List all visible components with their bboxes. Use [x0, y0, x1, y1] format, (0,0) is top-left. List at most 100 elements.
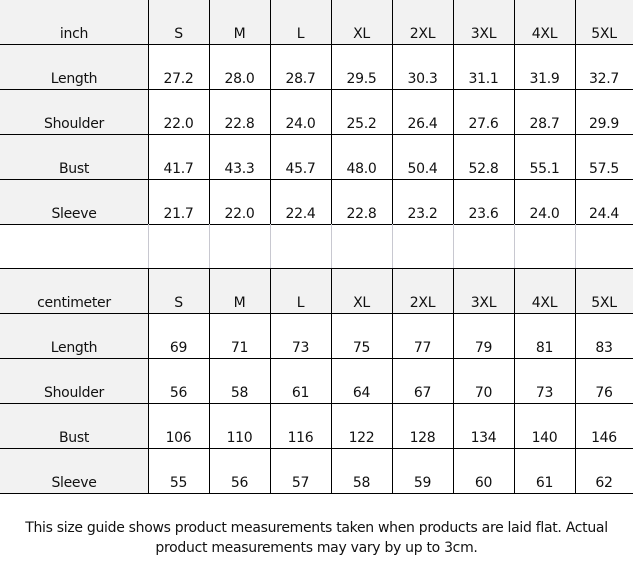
measurement-cell: 22.4 — [285, 206, 316, 222]
grid-line — [514, 0, 515, 225]
measurement-cell: 69 — [169, 340, 188, 356]
row-label-bust: Bust — [0, 404, 148, 449]
measurement-cell: 22.8 — [224, 116, 255, 132]
row-label-sleeve: Sleeve — [0, 180, 148, 225]
grid-line — [0, 268, 633, 269]
grid-line — [270, 224, 271, 269]
measurement-cell: 79 — [474, 340, 493, 356]
measurement-cell: 75 — [352, 340, 371, 356]
grid-line — [331, 224, 332, 269]
grid-line — [209, 269, 210, 494]
measurement-cell: 24.4 — [589, 206, 619, 222]
grid-line — [148, 0, 149, 225]
grid-line — [0, 134, 633, 135]
grid-line — [392, 269, 393, 494]
measurement-cell: 43.3 — [224, 161, 255, 177]
measurement-cell: 128 — [409, 430, 436, 446]
size-header-l: L — [270, 0, 331, 45]
measurement-cell: 56 — [230, 475, 249, 491]
measurement-cell: 134 — [470, 430, 497, 446]
size-header-3xl: 3XL — [453, 269, 514, 314]
grid-line — [0, 179, 633, 180]
measurement-cell: 61 — [291, 385, 310, 401]
measurement-cell: 71 — [230, 340, 249, 356]
measurement-cell: 70 — [474, 385, 493, 401]
measurement-cell: 28.7 — [285, 71, 316, 87]
grid-line — [0, 44, 633, 45]
measurement-cell: 110 — [226, 430, 253, 446]
measurement-cell: 116 — [287, 430, 314, 446]
size-guide-note: This size guide shows product measuremen… — [0, 518, 633, 558]
measurement-cell: 28.7 — [529, 116, 560, 132]
grid-line — [453, 224, 454, 269]
measurement-cell: 73 — [291, 340, 310, 356]
measurement-cell: 83 — [595, 340, 613, 356]
measurement-cell: 58 — [352, 475, 371, 491]
row-label-bust: Bust — [0, 135, 148, 180]
measurement-cell: 62 — [595, 475, 613, 491]
grid-line — [575, 0, 576, 225]
measurement-cell: 106 — [165, 430, 192, 446]
measurement-cell: 67 — [413, 385, 432, 401]
size-header-4xl: 4XL — [514, 269, 575, 314]
measurement-cell: 22.0 — [163, 116, 194, 132]
measurement-cell: 22.8 — [346, 206, 377, 222]
size-header-xl: XL — [331, 269, 392, 314]
unit-label: centimeter — [0, 269, 148, 314]
measurement-cell: 55 — [169, 475, 188, 491]
measurement-cell: 56 — [169, 385, 188, 401]
row-label-shoulder: Shoulder — [0, 359, 148, 404]
measurement-cell: 58 — [230, 385, 249, 401]
size-header-l: L — [270, 269, 331, 314]
measurement-cell: 73 — [535, 385, 554, 401]
measurement-cell: 24.0 — [529, 206, 560, 222]
size-header-s: S — [148, 269, 209, 314]
measurement-cell: 61 — [535, 475, 554, 491]
grid-line — [453, 0, 454, 225]
measurement-cell: 31.9 — [529, 71, 560, 87]
grid-line — [209, 0, 210, 225]
measurement-cell: 24.0 — [285, 116, 316, 132]
grid-line — [270, 0, 271, 225]
measurement-cell: 28.0 — [224, 71, 255, 87]
grid-line — [0, 448, 633, 449]
grid-line — [0, 224, 633, 225]
measurement-cell: 30.3 — [407, 71, 438, 87]
grid-line — [148, 269, 149, 494]
measurement-cell: 64 — [352, 385, 371, 401]
row-label-length: Length — [0, 314, 148, 359]
measurement-cell: 146 — [591, 430, 617, 446]
measurement-cell: 57.5 — [589, 161, 619, 177]
measurement-cell: 140 — [531, 430, 558, 446]
size-header-2xl: 2XL — [392, 0, 453, 45]
grid-line — [331, 0, 332, 225]
measurement-cell: 45.7 — [285, 161, 316, 177]
size-header-s: S — [148, 0, 209, 45]
size-header-xl: XL — [331, 0, 392, 45]
measurement-cell: 59 — [413, 475, 432, 491]
measurement-cell: 29.9 — [589, 116, 619, 132]
grid-line — [331, 269, 332, 494]
size-header-5xl: 5XL — [575, 0, 633, 45]
measurement-cell: 31.1 — [468, 71, 499, 87]
grid-line — [575, 269, 576, 494]
row-label-length: Length — [0, 45, 148, 90]
grid-line — [0, 358, 633, 359]
grid-line — [392, 0, 393, 225]
measurement-cell: 57 — [291, 475, 310, 491]
unit-label: inch — [0, 0, 148, 45]
measurement-cell: 60 — [474, 475, 493, 491]
grid-line — [575, 224, 576, 269]
size-header-m: M — [209, 0, 270, 45]
measurement-cell: 55.1 — [529, 161, 560, 177]
grid-line — [148, 224, 149, 269]
size-header-4xl: 4XL — [514, 0, 575, 45]
measurement-cell: 76 — [595, 385, 613, 401]
measurement-cell: 50.4 — [407, 161, 438, 177]
grid-line — [209, 224, 210, 269]
grid-line — [514, 224, 515, 269]
note-line-2: product measurements may vary by up to 3… — [155, 540, 478, 556]
measurement-cell: 81 — [535, 340, 554, 356]
grid-line — [0, 89, 633, 90]
grid-line — [0, 403, 633, 404]
